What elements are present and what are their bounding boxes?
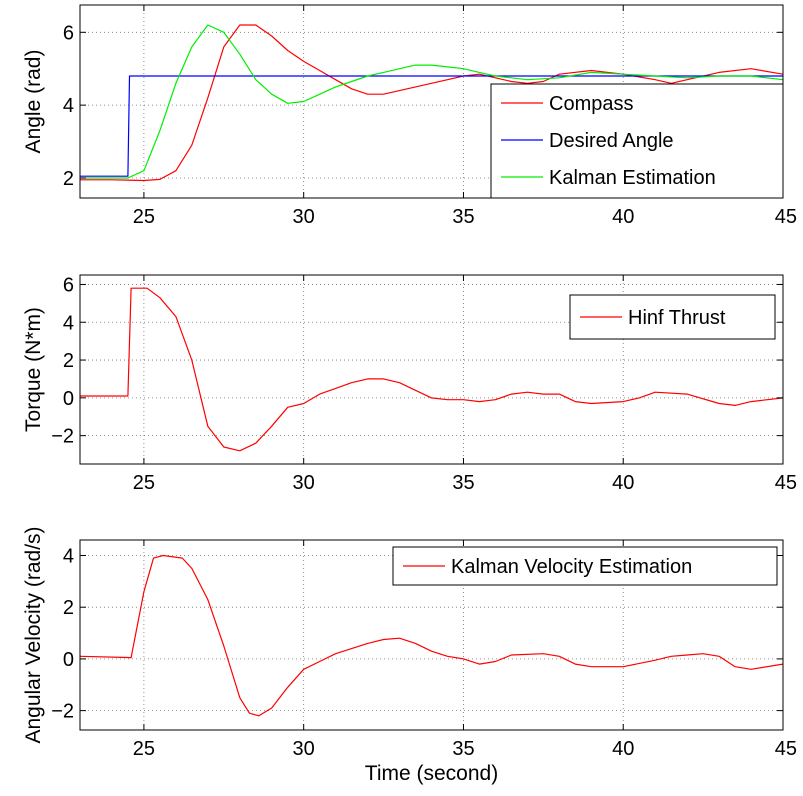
- series-line-hinf-thrust: [80, 287, 783, 452]
- y-tick-label: 4: [63, 95, 74, 117]
- x-tick-label: 25: [133, 206, 155, 228]
- legend-entry: Kalman Velocity Estimation: [451, 556, 692, 578]
- x-tick-label: 40: [612, 738, 634, 760]
- chart-panel-2: 25 30 35 40 45 −2 0 2 4 6 Torque (N*m) Hinf Thrust: [22, 274, 797, 494]
- x-tick-label: 25: [133, 472, 155, 494]
- x-tick-label: 45: [775, 738, 797, 760]
- legend: Kalman Velocity Estimation: [392, 546, 778, 586]
- x-tick-label: 35: [452, 738, 474, 760]
- series-line-kalman-estimation: [80, 24, 783, 179]
- x-tick-label: 40: [612, 206, 634, 228]
- chart-panel-1: 25 30 35 40 45 2 4 6 Angle (rad) Compass Desired A…: [22, 4, 797, 228]
- legend-box: [392, 546, 778, 586]
- y-tick-label: 4: [63, 312, 74, 334]
- legend-entry: Kalman Estimation: [549, 167, 716, 189]
- y-tick-label: 6: [63, 274, 74, 296]
- x-tick-label: 35: [452, 206, 474, 228]
- y-axis-label: Torque (N*m): [22, 307, 45, 432]
- series-line-kalman-velocity-estimation: [80, 554, 783, 717]
- series-line-desired-angle: [80, 75, 783, 177]
- y-tick-label: −2: [51, 701, 74, 723]
- legend-entry: Hinf Thrust: [628, 307, 726, 329]
- y-tick-label: 0: [63, 649, 74, 671]
- x-tick-label: 25: [133, 738, 155, 760]
- x-axis-label: Time (second): [365, 762, 498, 785]
- y-tick-label: 0: [63, 388, 74, 410]
- x-tick-label: 35: [452, 472, 474, 494]
- y-tick-label: 2: [63, 350, 74, 372]
- plot-frame: [79, 539, 784, 731]
- chart-panel-3: 25 30 35 40 45 −2 0 2 4 Angular Velocity (rad/s) T…: [22, 526, 797, 785]
- y-axis-label: Angular Velocity (rad/s): [22, 526, 45, 743]
- y-axis-label: Angle (rad): [22, 50, 45, 154]
- x-tick-label: 30: [293, 472, 315, 494]
- x-tick-label: 40: [612, 472, 634, 494]
- x-tick-label: 30: [293, 738, 315, 760]
- legend-entry: Compass: [549, 93, 633, 115]
- y-tick-label: 2: [63, 168, 74, 190]
- legend: Hinf Thrust: [569, 294, 776, 340]
- y-tick-label: 6: [63, 22, 74, 44]
- x-tick-label: 45: [775, 206, 797, 228]
- y-tick-label: 4: [63, 546, 74, 568]
- x-tick-label: 45: [775, 472, 797, 494]
- y-tick-label: −2: [51, 426, 74, 448]
- y-tick-label: 2: [63, 597, 74, 619]
- plot-frame: [79, 274, 784, 465]
- x-tick-label: 30: [293, 206, 315, 228]
- legend-entry: Desired Angle: [549, 130, 674, 152]
- legend: Compass Desired Angle Kalman Estimation: [490, 83, 784, 199]
